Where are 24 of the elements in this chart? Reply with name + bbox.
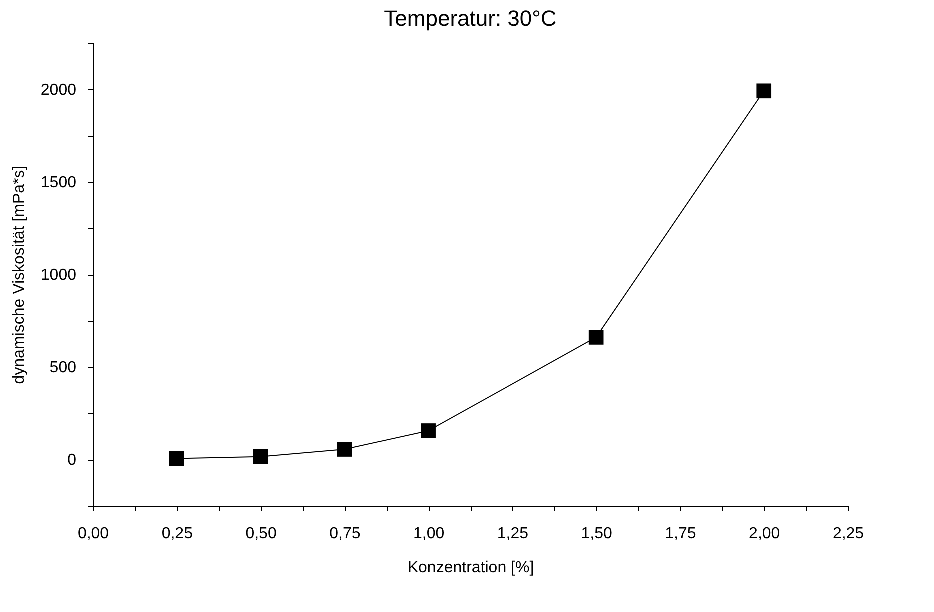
y-tick-label: 1500 bbox=[40, 174, 77, 192]
x-tick-label: 0,00 bbox=[78, 526, 110, 542]
point bbox=[169, 451, 184, 466]
y-axis-title: dynamische Viskosität [mPa*s] bbox=[10, 166, 28, 384]
y-tick-label: 0 bbox=[68, 452, 77, 470]
y-tick-label: 2000 bbox=[40, 82, 77, 99]
x-tick-label: 0,50 bbox=[246, 526, 277, 542]
x-axis-title: Konzentration [%] bbox=[408, 560, 534, 576]
point bbox=[588, 330, 604, 345]
x-tick-label: 2,25 bbox=[832, 526, 864, 542]
point bbox=[756, 84, 772, 99]
x-tick-label: 1,25 bbox=[497, 526, 529, 542]
x-tick-label: 0,75 bbox=[330, 526, 361, 542]
x-tick-label: 2,00 bbox=[749, 526, 780, 542]
x-tick-label: 1,00 bbox=[413, 526, 445, 542]
x-tick-label: 0,25 bbox=[162, 526, 194, 542]
y-tick-label: 1000 bbox=[40, 267, 77, 284]
point bbox=[421, 424, 436, 438]
point bbox=[337, 442, 352, 457]
chart-title: Temperatur: 30°C bbox=[384, 6, 557, 31]
point bbox=[253, 450, 268, 464]
x-tick-label: 1,75 bbox=[665, 526, 696, 542]
y-tick-label: 500 bbox=[50, 360, 77, 377]
x-tick-label: 1,50 bbox=[581, 526, 613, 542]
